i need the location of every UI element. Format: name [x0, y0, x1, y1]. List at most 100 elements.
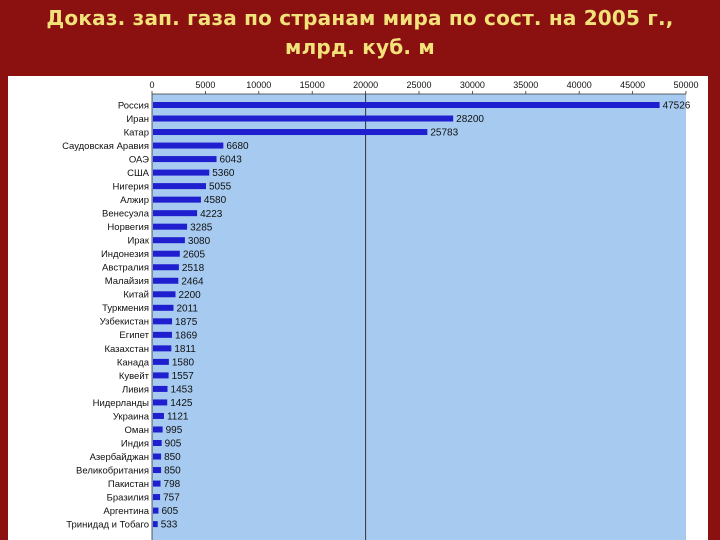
bar: [153, 412, 164, 419]
value-label: 2518: [182, 263, 205, 274]
value-label: 5360: [212, 168, 235, 179]
bar: [153, 223, 188, 230]
value-label: 605: [161, 506, 178, 517]
x-tick-label: 45000: [620, 80, 645, 90]
category-label: Индонезия: [101, 249, 149, 260]
category-label: Ливия: [122, 384, 149, 395]
category-label: Алжир: [120, 195, 149, 206]
bar: [153, 372, 169, 379]
value-label: 1121: [167, 412, 189, 423]
value-label: 798: [164, 479, 181, 490]
plot-area: [152, 94, 686, 540]
category-label: Саудовская Аравия: [62, 141, 149, 152]
x-tick-label: 15000: [300, 80, 325, 90]
category-label: Индия: [121, 438, 149, 449]
bar: [153, 331, 172, 338]
category-label: Украина: [113, 411, 150, 422]
category-label: Венесуэла: [102, 209, 150, 220]
value-label: 28200: [456, 114, 484, 125]
bar: [153, 210, 198, 217]
category-label: Пакистан: [108, 479, 149, 490]
category-label: Норвегия: [107, 222, 149, 233]
slide-title: Доказ. зап. газа по странам мира по сост…: [0, 4, 720, 62]
value-label: 995: [166, 425, 183, 436]
x-tick-label: 25000: [406, 80, 431, 90]
value-label: 4580: [204, 195, 227, 206]
category-label: Азербайджан: [90, 452, 149, 463]
value-label: 3080: [188, 236, 211, 247]
value-label: 850: [164, 452, 181, 463]
bar-chart: 0 5000 10000 15000 20000 25000 30000 35000 40000…: [62, 80, 699, 540]
bar: [153, 399, 168, 406]
category-label: Бразилия: [107, 492, 149, 503]
category-label: Иран: [126, 114, 149, 125]
bar: [153, 237, 185, 244]
value-label: 1425: [170, 398, 193, 409]
category-label: Китай: [123, 290, 149, 301]
category-label: Кувейт: [119, 371, 150, 382]
x-tick-label: 35000: [513, 80, 538, 90]
bar: [153, 291, 176, 298]
value-label: 2200: [178, 290, 201, 301]
value-label: 2464: [181, 276, 204, 287]
bar: [153, 494, 161, 501]
slide-title-line1: Доказ. зап. газа по странам мира по сост…: [46, 6, 674, 30]
category-label: Канада: [117, 357, 150, 368]
value-label: 1580: [172, 357, 195, 368]
category-label: Нигерия: [113, 182, 149, 193]
x-tick-label: 5000: [195, 80, 215, 90]
category-label: Нидерланды: [93, 398, 150, 409]
x-tick-label: 50000: [673, 80, 698, 90]
x-tick-label: 30000: [460, 80, 485, 90]
category-label: США: [127, 168, 150, 179]
bar: [153, 250, 180, 257]
x-tick-label: 0: [149, 80, 154, 90]
bar: [153, 507, 159, 514]
category-label: Аргентина: [103, 506, 149, 517]
value-label: 1875: [175, 317, 198, 328]
bar: [153, 304, 174, 311]
value-label: 850: [164, 466, 181, 477]
slide-title-line2: млрд. куб. м: [285, 35, 435, 59]
value-label: 1557: [172, 371, 195, 382]
bar: [153, 521, 158, 528]
bar: [153, 156, 217, 163]
category-label: Египет: [119, 330, 149, 341]
x-tick-label: 10000: [246, 80, 271, 90]
category-label: Узбекистан: [100, 317, 149, 328]
category-label: Австралия: [102, 263, 149, 274]
category-label: Великобритания: [76, 465, 149, 476]
bar: [153, 453, 162, 460]
bar: [153, 129, 428, 136]
value-label: 905: [165, 439, 182, 450]
bar: [153, 358, 169, 365]
bar: [153, 318, 173, 325]
category-label: Россия: [118, 100, 149, 111]
bar: [153, 345, 172, 352]
value-label: 5055: [209, 182, 232, 193]
chart-panel: 0 5000 10000 15000 20000 25000 30000 35000 40000…: [8, 76, 708, 540]
bar: [153, 115, 454, 122]
bar: [153, 169, 210, 176]
value-label: 2011: [176, 303, 198, 314]
bar: [153, 196, 201, 203]
x-tick-label: 20000: [353, 80, 378, 90]
value-label: 1453: [171, 385, 194, 396]
category-label: Казахстан: [104, 344, 149, 355]
bar: [153, 102, 660, 108]
value-label: 533: [161, 520, 178, 531]
bar: [153, 277, 179, 284]
x-tick-label: 40000: [567, 80, 592, 90]
value-label: 1869: [175, 330, 198, 341]
bar: [153, 480, 161, 487]
value-label: 2605: [183, 249, 206, 260]
category-label: Тринидад и Тобаго: [66, 520, 149, 531]
category-label: Оман: [125, 425, 149, 436]
bar: [153, 426, 163, 433]
bar: [153, 440, 162, 446]
bar: [153, 264, 179, 271]
value-label: 1811: [174, 344, 196, 355]
value-label: 757: [163, 493, 180, 504]
category-label: ОАЭ: [129, 154, 149, 165]
category-label: Ирак: [127, 236, 149, 247]
